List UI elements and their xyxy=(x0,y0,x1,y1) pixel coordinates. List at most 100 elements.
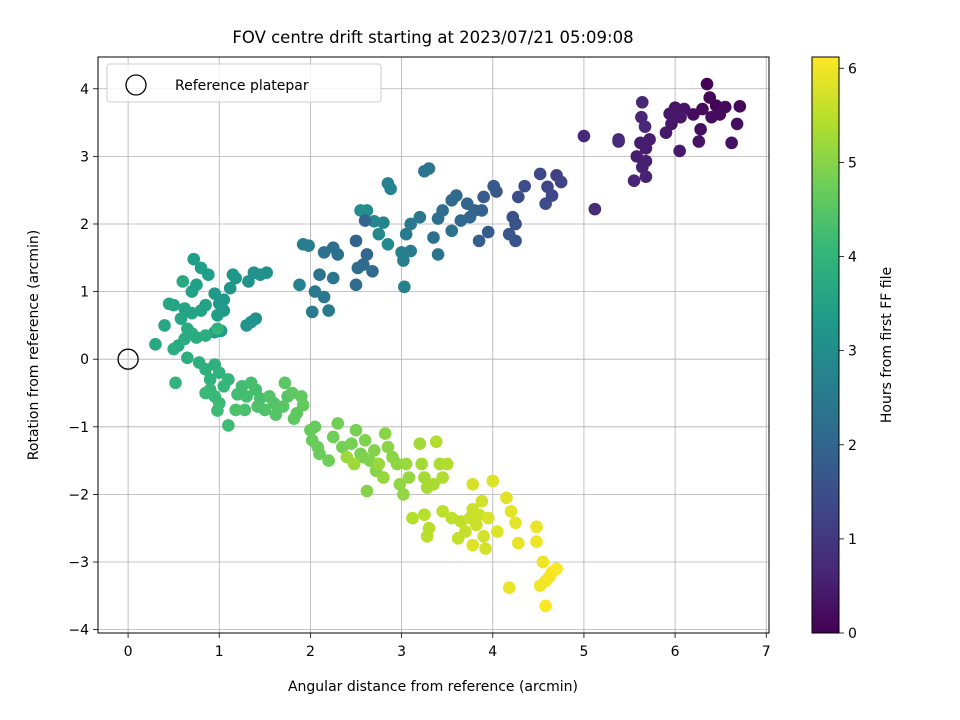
data-point xyxy=(372,457,386,471)
y-tick-label: −4 xyxy=(68,623,89,639)
y-tick-label: 2 xyxy=(80,217,89,233)
data-point xyxy=(418,471,431,484)
data-point xyxy=(287,412,301,425)
data-point xyxy=(472,234,486,248)
data-point xyxy=(481,225,495,239)
data-point xyxy=(211,404,224,417)
data-point xyxy=(673,144,686,158)
data-point xyxy=(638,120,652,133)
data-point xyxy=(422,162,436,175)
data-point xyxy=(269,408,283,421)
data-point xyxy=(687,108,700,121)
data-point xyxy=(276,400,290,413)
data-point xyxy=(158,319,171,332)
data-point xyxy=(149,338,162,351)
data-point xyxy=(427,477,440,491)
data-point xyxy=(612,135,625,148)
data-point xyxy=(539,197,552,211)
data-point xyxy=(511,536,525,550)
data-point xyxy=(176,275,190,288)
data-point xyxy=(181,351,194,365)
data-point xyxy=(372,227,386,241)
data-point xyxy=(539,599,552,613)
data-point xyxy=(187,252,201,266)
data-point xyxy=(404,217,418,231)
data-point xyxy=(199,386,212,400)
data-point xyxy=(240,390,253,403)
data-point xyxy=(413,210,427,224)
colorbar-tick-label: 6 xyxy=(848,61,857,77)
data-point xyxy=(705,110,718,124)
data-point xyxy=(577,129,591,143)
data-point xyxy=(313,268,326,281)
data-point xyxy=(278,376,292,390)
colorbar-tick-label: 0 xyxy=(848,626,857,642)
data-point xyxy=(377,471,390,484)
data-point xyxy=(313,447,326,461)
data-point xyxy=(322,304,335,317)
data-point xyxy=(349,234,363,248)
data-point xyxy=(345,437,358,451)
data-point xyxy=(167,342,180,356)
data-point xyxy=(500,491,513,505)
legend-label: Reference platepar xyxy=(175,78,309,94)
data-point xyxy=(349,423,363,437)
x-tick-label: 7 xyxy=(762,644,771,660)
data-point xyxy=(226,268,240,281)
data-point xyxy=(466,538,480,552)
data-point xyxy=(431,212,445,225)
data-point xyxy=(402,471,416,484)
data-point xyxy=(308,420,322,434)
x-tick-label: 1 xyxy=(215,644,224,660)
data-point xyxy=(199,329,212,342)
data-point xyxy=(378,427,392,440)
data-point xyxy=(331,417,345,430)
data-point xyxy=(296,237,310,251)
data-point xyxy=(445,224,459,238)
data-point xyxy=(223,281,237,295)
data-point xyxy=(393,477,407,491)
data-point xyxy=(296,398,310,412)
chart-title: FOV centre drift starting at 2023/07/21 … xyxy=(232,28,633,47)
x-tick-label: 2 xyxy=(306,644,315,660)
data-point xyxy=(208,287,221,300)
colorbar-ticks: 0 1 2 3 4 5 6 xyxy=(839,61,857,642)
data-point xyxy=(240,319,253,332)
data-point xyxy=(487,179,500,193)
data-point xyxy=(431,248,445,261)
data-point xyxy=(479,542,492,555)
y-tick-label: −3 xyxy=(68,555,89,571)
data-point xyxy=(663,107,676,121)
data-point xyxy=(331,248,345,261)
data-point xyxy=(530,520,543,534)
y-tick-label: 1 xyxy=(80,285,89,301)
data-point xyxy=(436,505,449,518)
data-point xyxy=(242,275,255,288)
data-point xyxy=(398,280,411,294)
data-point xyxy=(229,403,242,417)
data-point xyxy=(351,261,365,275)
data-point xyxy=(406,511,419,525)
data-point xyxy=(536,555,550,569)
data-point xyxy=(635,110,648,124)
data-point xyxy=(169,376,182,390)
data-point xyxy=(511,190,525,204)
data-point xyxy=(367,214,381,228)
data-point xyxy=(399,457,413,471)
data-point xyxy=(384,182,397,196)
legend-marker-icon xyxy=(125,74,147,96)
data-point xyxy=(460,197,474,211)
data-point xyxy=(509,217,522,231)
data-point xyxy=(477,190,490,204)
data-point xyxy=(399,227,413,241)
colorbar xyxy=(811,56,840,634)
data-point xyxy=(326,271,340,285)
data-point xyxy=(475,494,489,508)
data-point xyxy=(211,308,224,322)
data-point xyxy=(258,403,272,417)
x-tick-label: 4 xyxy=(488,644,497,660)
grid-lines xyxy=(98,57,769,633)
data-point xyxy=(504,505,518,518)
y-tick-label: 3 xyxy=(80,149,89,165)
